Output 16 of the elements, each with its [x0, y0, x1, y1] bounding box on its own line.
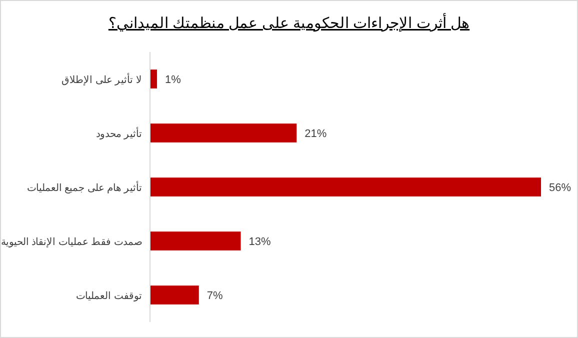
data-label: 13% — [248, 236, 272, 248]
data-label: 21% — [304, 128, 327, 140]
y-tick-label: توقفت العمليات — [76, 291, 142, 302]
bar — [150, 124, 297, 142]
y-tick-label: لا تأثير على الإطلاق — [62, 73, 142, 86]
y-tick-label: صمدت فقط عمليات الإنقاذ الحيوية — [0, 237, 142, 248]
bar — [150, 286, 199, 304]
data-label: 1% — [164, 74, 182, 86]
data-label: 7% — [206, 290, 223, 302]
chart-title: هل أثرت الإجراءات الحكومية على عمل منظمتك الميداني؟ — [108, 13, 470, 32]
y-tick-label: تأثير محدود — [96, 127, 142, 140]
bar — [150, 70, 157, 88]
bar — [150, 178, 541, 196]
data-label: 56% — [549, 182, 572, 194]
y-tick-label: تأثير هام على جميع العمليات — [26, 181, 142, 194]
bar — [150, 232, 241, 250]
